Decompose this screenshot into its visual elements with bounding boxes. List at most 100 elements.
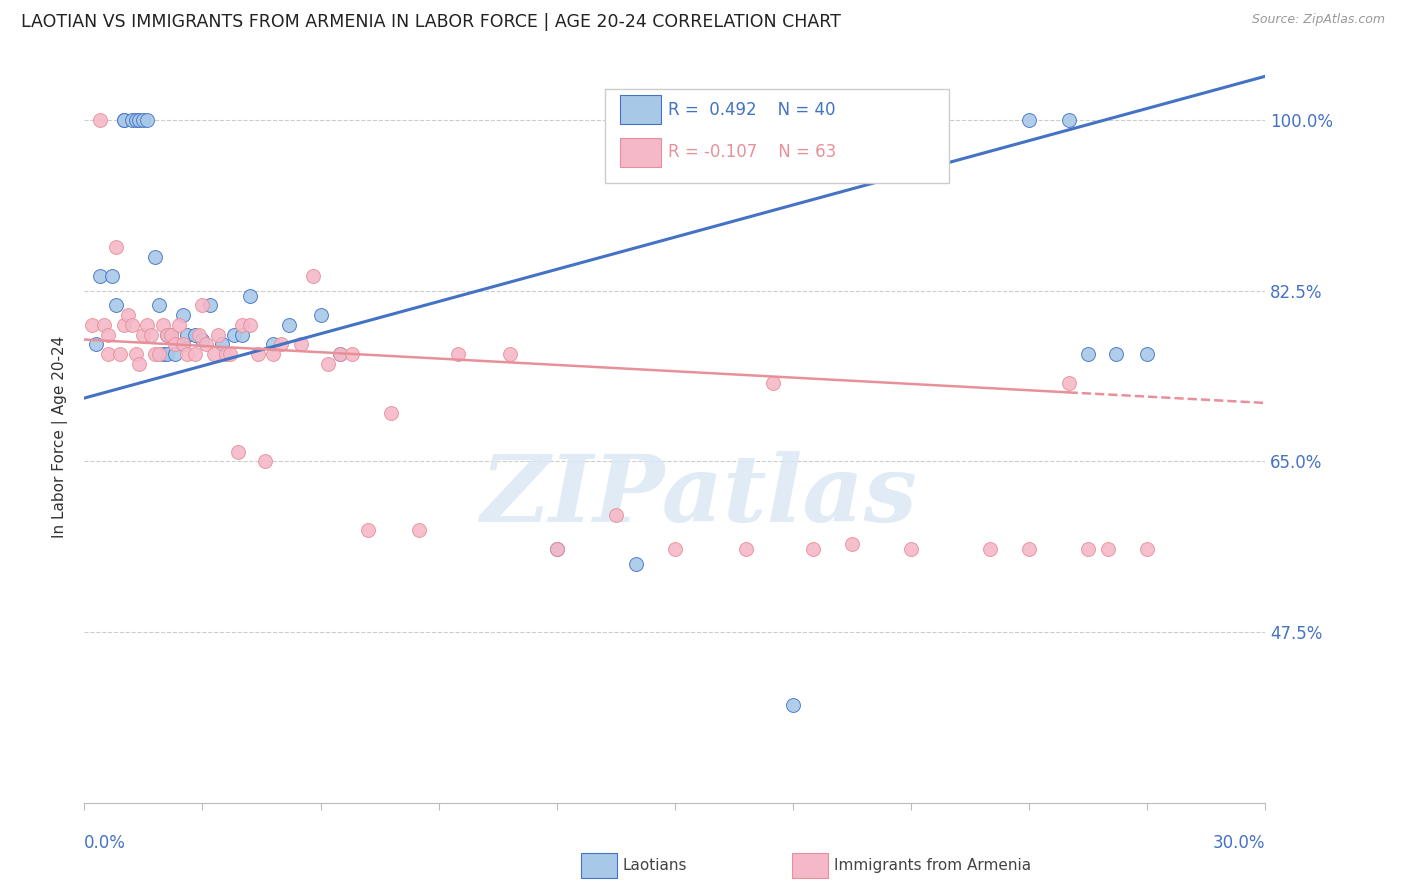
Point [112,113,135,128]
Point [152,318,174,332]
Point [97,347,120,361]
Point [231,318,253,332]
Point [1018,542,1040,557]
Point [262,337,284,351]
Point [89,113,111,128]
Point [121,318,143,332]
Point [156,327,179,342]
Point [191,333,214,347]
Point [101,269,124,284]
Text: ZIPatlas: ZIPatlas [479,450,917,541]
Point [782,698,804,713]
Point [447,347,470,361]
Point [104,298,127,312]
Point [84,337,107,351]
Point [202,347,225,361]
Text: R = -0.107    N = 63: R = -0.107 N = 63 [668,143,837,161]
Point [239,318,262,332]
Point [128,113,150,128]
Point [112,113,135,128]
Point [163,337,186,351]
Point [318,357,340,371]
Point [136,318,159,332]
Point [176,327,198,342]
Point [1057,376,1080,391]
Point [254,454,277,468]
Point [141,327,163,342]
Text: 30.0%: 30.0% [1213,834,1265,852]
Point [160,327,183,342]
Point [1097,542,1119,557]
Point [124,113,146,128]
Text: Immigrants from Armenia: Immigrants from Armenia [834,858,1031,872]
Text: Laotians: Laotians [623,858,688,872]
Point [1136,542,1159,557]
Point [222,327,245,342]
Point [301,269,323,284]
Point [176,347,198,361]
Point [148,298,170,312]
Point [160,327,183,342]
Text: 0.0%: 0.0% [84,834,127,852]
Point [128,357,150,371]
Point [191,298,214,312]
Point [290,337,312,351]
Point [97,327,120,342]
Point [246,347,269,361]
Y-axis label: In Labor Force | Age 20-24: In Labor Force | Age 20-24 [52,336,69,538]
Point [1018,113,1040,128]
Point [172,308,194,322]
Point [82,318,104,332]
Point [278,318,301,332]
Point [121,113,143,128]
Point [226,444,249,458]
Point [143,347,166,361]
Point [340,347,363,361]
Point [900,542,922,557]
Point [841,537,863,551]
Point [1105,347,1128,361]
Point [408,523,430,537]
Point [1077,347,1099,361]
Point [207,327,229,342]
Point [136,113,159,128]
Point [546,542,568,557]
Point [979,542,1001,557]
Point [200,298,222,312]
Point [183,327,205,342]
Point [148,347,170,361]
Point [167,318,190,332]
Point [93,318,115,332]
Point [183,347,205,361]
Point [262,347,284,361]
Point [104,240,127,254]
Point [132,113,155,128]
Point [329,347,352,361]
Text: R =  0.492    N = 40: R = 0.492 N = 40 [668,101,835,119]
Point [546,542,568,557]
Point [801,542,824,557]
Text: LAOTIAN VS IMMIGRANTS FROM ARMENIA IN LABOR FORCE | AGE 20-24 CORRELATION CHART: LAOTIAN VS IMMIGRANTS FROM ARMENIA IN LA… [21,13,841,31]
Point [172,337,194,351]
Point [1077,542,1099,557]
Point [231,327,253,342]
Point [108,347,131,361]
Point [762,376,785,391]
Point [624,557,647,571]
Point [215,347,238,361]
Point [734,542,756,557]
Point [270,337,292,351]
Point [163,347,186,361]
Text: Source: ZipAtlas.com: Source: ZipAtlas.com [1251,13,1385,27]
Point [239,288,262,302]
Point [664,542,686,557]
Point [309,308,332,322]
Point [219,347,242,361]
Point [380,406,402,420]
Point [498,347,520,361]
Point [195,337,218,351]
Point [357,523,380,537]
Point [1136,347,1159,361]
Point [211,337,233,351]
Point [143,250,166,264]
